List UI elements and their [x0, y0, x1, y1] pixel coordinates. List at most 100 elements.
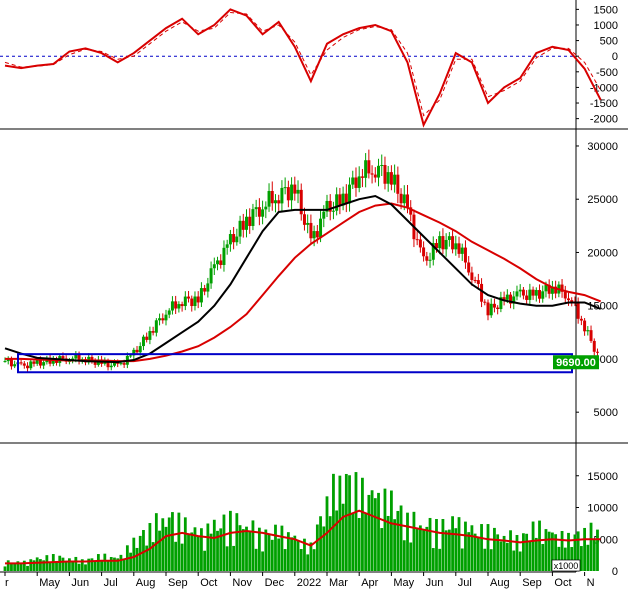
candle-body [257, 207, 261, 217]
volume-bar [502, 535, 506, 571]
volume-bar [476, 537, 480, 571]
volume-bar [293, 535, 297, 571]
volume-bar [348, 475, 351, 571]
volume-bar [238, 525, 242, 571]
price-ma-slow-line [5, 202, 602, 363]
candle-body [315, 231, 319, 238]
volume-bar [106, 561, 110, 571]
volume-bar [534, 537, 538, 571]
volume-bar [264, 529, 268, 571]
volume-bar [579, 546, 583, 571]
volume-bar [380, 528, 384, 571]
y-tick-label: 5000 [594, 407, 618, 419]
x-tick-label: May [39, 577, 60, 589]
candle-body [170, 301, 174, 311]
candle-body [583, 320, 587, 332]
candle-body [518, 289, 522, 292]
candle-body [473, 280, 477, 282]
candle-body [302, 214, 306, 225]
volume-bar [422, 530, 425, 571]
volume-bar [390, 490, 393, 571]
candle-body [145, 336, 149, 340]
candle-body [187, 296, 191, 299]
y-tick-label: 5000 [594, 534, 618, 546]
y-tick-label: -2000 [590, 114, 618, 126]
candle-body [293, 184, 297, 194]
volume-bar [177, 512, 181, 571]
candle-body [328, 200, 332, 212]
candle-body [354, 177, 358, 188]
volume-bar [148, 523, 152, 571]
candle-body [51, 359, 55, 364]
volume-bar [451, 516, 454, 571]
volume-bar [457, 517, 461, 571]
x-tick-label: Apr [361, 577, 378, 589]
candle-body [512, 296, 516, 304]
candle-body [26, 365, 30, 369]
volume-bar [222, 514, 226, 571]
candle-body [457, 243, 461, 254]
volume-bar [29, 559, 33, 571]
volume-unit-box [551, 559, 581, 572]
volume-bar [460, 548, 464, 571]
volume-bar [473, 533, 477, 571]
volume-bar [145, 545, 149, 571]
volume-bar [470, 525, 474, 571]
volume-bar [335, 510, 339, 571]
volume-bar [71, 561, 75, 571]
volume-bar [3, 566, 7, 571]
y-tick-label: 0 [612, 566, 618, 578]
candle-body [325, 200, 329, 212]
volume-bar [483, 548, 487, 571]
volume-bar [245, 526, 248, 571]
volume-bar [132, 537, 136, 571]
candle-body [77, 354, 81, 362]
volume-bar [486, 524, 490, 571]
y-tick-label: 0 [612, 51, 618, 63]
candle-body [357, 176, 361, 188]
volume-bar [557, 546, 561, 571]
candle-body [595, 351, 599, 353]
candle-body [55, 359, 59, 363]
candle-body [418, 239, 422, 248]
candle-body [254, 207, 258, 210]
last-price-label: 9690.00 [556, 357, 596, 369]
candle-body [460, 247, 464, 254]
volume-bar [196, 536, 200, 571]
volume-bar [586, 544, 590, 571]
candle-body [570, 300, 574, 302]
volume-bar [328, 516, 332, 571]
x-tick-label: May [393, 577, 414, 589]
oscillator-main-line [4, 8, 602, 128]
volume-bar [544, 529, 548, 571]
candle-body [199, 288, 203, 303]
volume-bar [190, 532, 194, 571]
volume-bar [551, 532, 554, 571]
x-axis: r May Jun Jul Aug Sep Oct Nov Dec 2022 Mar Apr May Ju… [4, 572, 595, 589]
candle-body [554, 286, 558, 294]
candle-body [492, 303, 496, 308]
volume-bar [80, 559, 84, 571]
volume-bar [267, 534, 271, 571]
candle-body [341, 193, 345, 206]
candle-body [360, 176, 364, 178]
volume-bar [161, 518, 165, 571]
candle-body [370, 173, 374, 175]
candle-body [206, 283, 210, 292]
volume-bar [467, 532, 471, 571]
volume-bar [496, 534, 500, 571]
volume-bar [61, 557, 65, 571]
volume-bar [351, 513, 355, 571]
candle-body [13, 364, 17, 367]
y-tick-label: 1000 [594, 20, 618, 32]
candle-body [112, 362, 116, 366]
candle-body [467, 262, 471, 273]
candle-body [222, 247, 226, 265]
candle-body [486, 302, 490, 316]
x-tick-label: Aug [136, 577, 156, 589]
volume-bar [232, 545, 236, 571]
volume-bar [512, 550, 516, 571]
candle-body [161, 318, 165, 321]
candle-body [180, 304, 184, 307]
